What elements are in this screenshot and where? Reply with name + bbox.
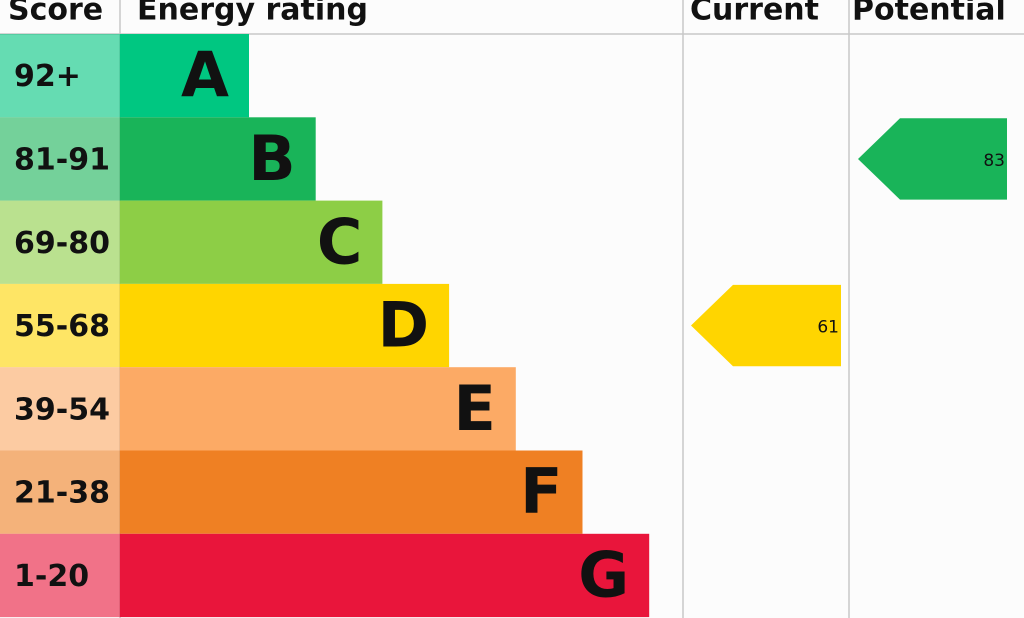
potential-value: 83 xyxy=(983,151,1005,171)
score-cell xyxy=(0,200,120,284)
rating-bar xyxy=(120,367,516,451)
score-cell xyxy=(0,533,120,618)
rating-bar xyxy=(120,450,583,534)
rating-letter: F xyxy=(520,455,562,528)
score-range: 1-20 xyxy=(14,559,89,594)
score-range: 81-91 xyxy=(14,142,110,177)
current-value: 61 xyxy=(817,318,839,338)
score-cell xyxy=(0,283,120,368)
rating-bar xyxy=(120,533,650,618)
rating-letter: E xyxy=(453,372,495,445)
score-cell xyxy=(0,450,120,534)
rating-letter: C xyxy=(317,205,363,278)
current-arrow xyxy=(691,284,841,367)
header-rating: Energy rating xyxy=(137,0,368,28)
header-score: Score xyxy=(8,0,103,28)
score-range: 39-54 xyxy=(14,392,110,427)
score-range: 21-38 xyxy=(14,476,110,511)
rating-bar xyxy=(120,34,249,118)
potential-arrow xyxy=(858,118,1007,200)
rating-letter: A xyxy=(181,39,229,112)
header-current: Current xyxy=(690,0,819,28)
score-cell xyxy=(0,367,120,451)
score-range: 55-68 xyxy=(14,309,110,344)
score-range: 69-80 xyxy=(14,226,110,261)
score-cell xyxy=(0,117,120,201)
rating-letter: G xyxy=(578,539,629,612)
score-range: 92+ xyxy=(14,59,81,94)
rating-bar xyxy=(120,117,316,201)
rating-letter: B xyxy=(248,122,295,195)
rating-bar xyxy=(120,200,383,284)
rating-letter: D xyxy=(378,289,429,362)
header-potential: Potential xyxy=(852,0,1006,28)
rating-bar xyxy=(120,283,450,368)
score-cell xyxy=(0,34,120,118)
